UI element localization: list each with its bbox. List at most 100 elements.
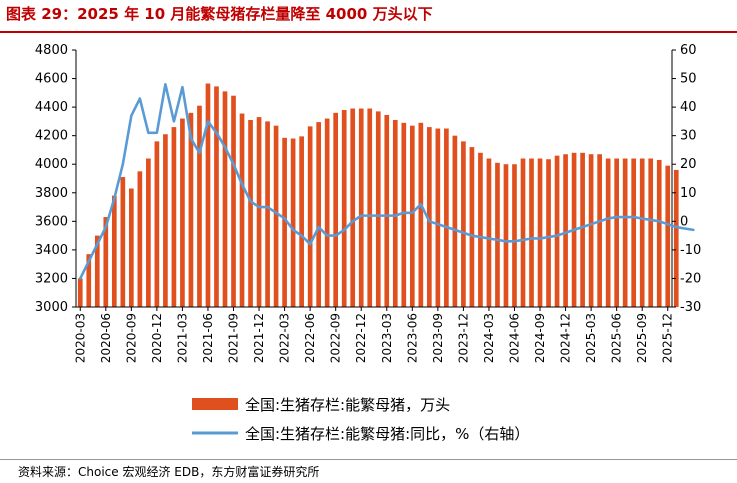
line-point [522,239,524,241]
x-tick-label: 2024-06 [507,313,521,363]
bar [341,109,347,307]
line-point [505,240,507,243]
line-point [666,223,669,225]
bar [461,141,466,307]
bar [146,158,151,307]
bar [171,127,177,307]
left-tick-label: 3800 [35,186,68,201]
bar [239,113,245,307]
bar [256,117,262,307]
bar [469,147,475,307]
line-point [164,83,167,86]
bar [324,118,330,307]
bar [512,164,517,307]
bar [597,154,602,307]
figure-title: 图表 29：2025 年 10 月能繁母猪存栏量降至 4000 万头以下 [6,5,433,23]
line-point [190,137,192,140]
x-tick-label: 2025-09 [635,313,649,363]
x-tick-label: 2020-09 [124,313,138,363]
chart: 3000 3200 3400 3600 3800 4000 4200 4400 4600 4800… [35,43,701,443]
line-point [573,229,575,231]
line-point [241,183,243,186]
bar [299,136,304,307]
bar [409,125,415,307]
source-rule [0,459,737,460]
bar [401,122,407,307]
left-tick-label: 4600 [35,72,68,87]
bar [495,162,500,307]
bar [520,158,526,307]
x-tick-label: 2021-12 [252,313,266,363]
x-tick-label: 2024-12 [559,313,573,363]
right-tick-label: -10 [680,243,701,258]
bar [435,128,441,307]
x-tick-label: 2021-06 [201,313,215,363]
line-point [173,120,175,123]
line-point [224,146,226,148]
left-tick-label: 4400 [35,100,68,115]
legend-bar-label: 全国:生猪存栏:能繁母猪，万头 [245,396,450,414]
left-tick-label: 4800 [35,43,68,58]
line-point [385,214,388,217]
line-point [513,240,516,243]
x-tick-label: 2023-09 [431,313,445,363]
line-point [658,220,661,223]
bar [248,119,253,308]
x-tick-label: 2022-03 [278,313,292,363]
bar [665,165,671,307]
line-point [215,132,218,134]
bar [214,86,219,307]
legend-line-label: 全国:生猪存栏:能繁母猪:同比，%（右轴） [245,425,529,443]
line-point [122,163,124,166]
x-tick-label: 2025-06 [610,313,624,363]
line-point [564,231,567,234]
x-tick-label: 2021-03 [175,313,189,363]
line-point [420,203,422,205]
x-tick-label: 2024-03 [482,313,496,363]
line-point [283,217,286,220]
bar [588,154,594,307]
x-axis-labels: 2020-03 2020-06 2020-09 2020-12 2021-03 2021-… [73,313,674,363]
bar [188,112,194,307]
x-tick-label: 2022-12 [354,313,368,363]
bar [111,195,117,307]
bar [307,126,313,307]
x-tick-label: 2023-03 [380,313,394,363]
bar [273,125,279,307]
line-point [147,132,150,134]
line-point [156,132,158,134]
line-point [530,237,533,240]
bar [77,278,83,307]
bar [103,217,109,307]
bar [537,158,543,307]
line-point [368,214,371,217]
line-point [258,206,260,208]
left-tick-label: 3200 [35,271,68,286]
line-point [615,216,618,218]
line-point [454,229,456,231]
line-point [309,243,311,245]
right-tick-label: -30 [680,300,701,315]
line-point [113,197,116,200]
legend-bar-swatch [192,398,238,410]
bar [614,158,619,307]
right-tick-label: 10 [680,186,697,201]
bar [452,135,458,307]
line-point [539,237,541,240]
line-point [683,227,686,230]
line-point [462,231,465,234]
bar [129,188,134,307]
bar [367,108,373,307]
line-point [326,234,328,237]
x-tick-label: 2022-09 [329,313,343,363]
x-tick-label: 2025-03 [584,313,598,363]
title-rule [0,31,737,33]
x-tick-label: 2021-09 [227,313,241,363]
left-tick-label: 3400 [35,243,68,258]
line-point [403,211,405,214]
bar [392,119,398,308]
x-tick-label: 2022-06 [303,313,317,363]
line-point [351,220,354,223]
bar [486,158,492,307]
